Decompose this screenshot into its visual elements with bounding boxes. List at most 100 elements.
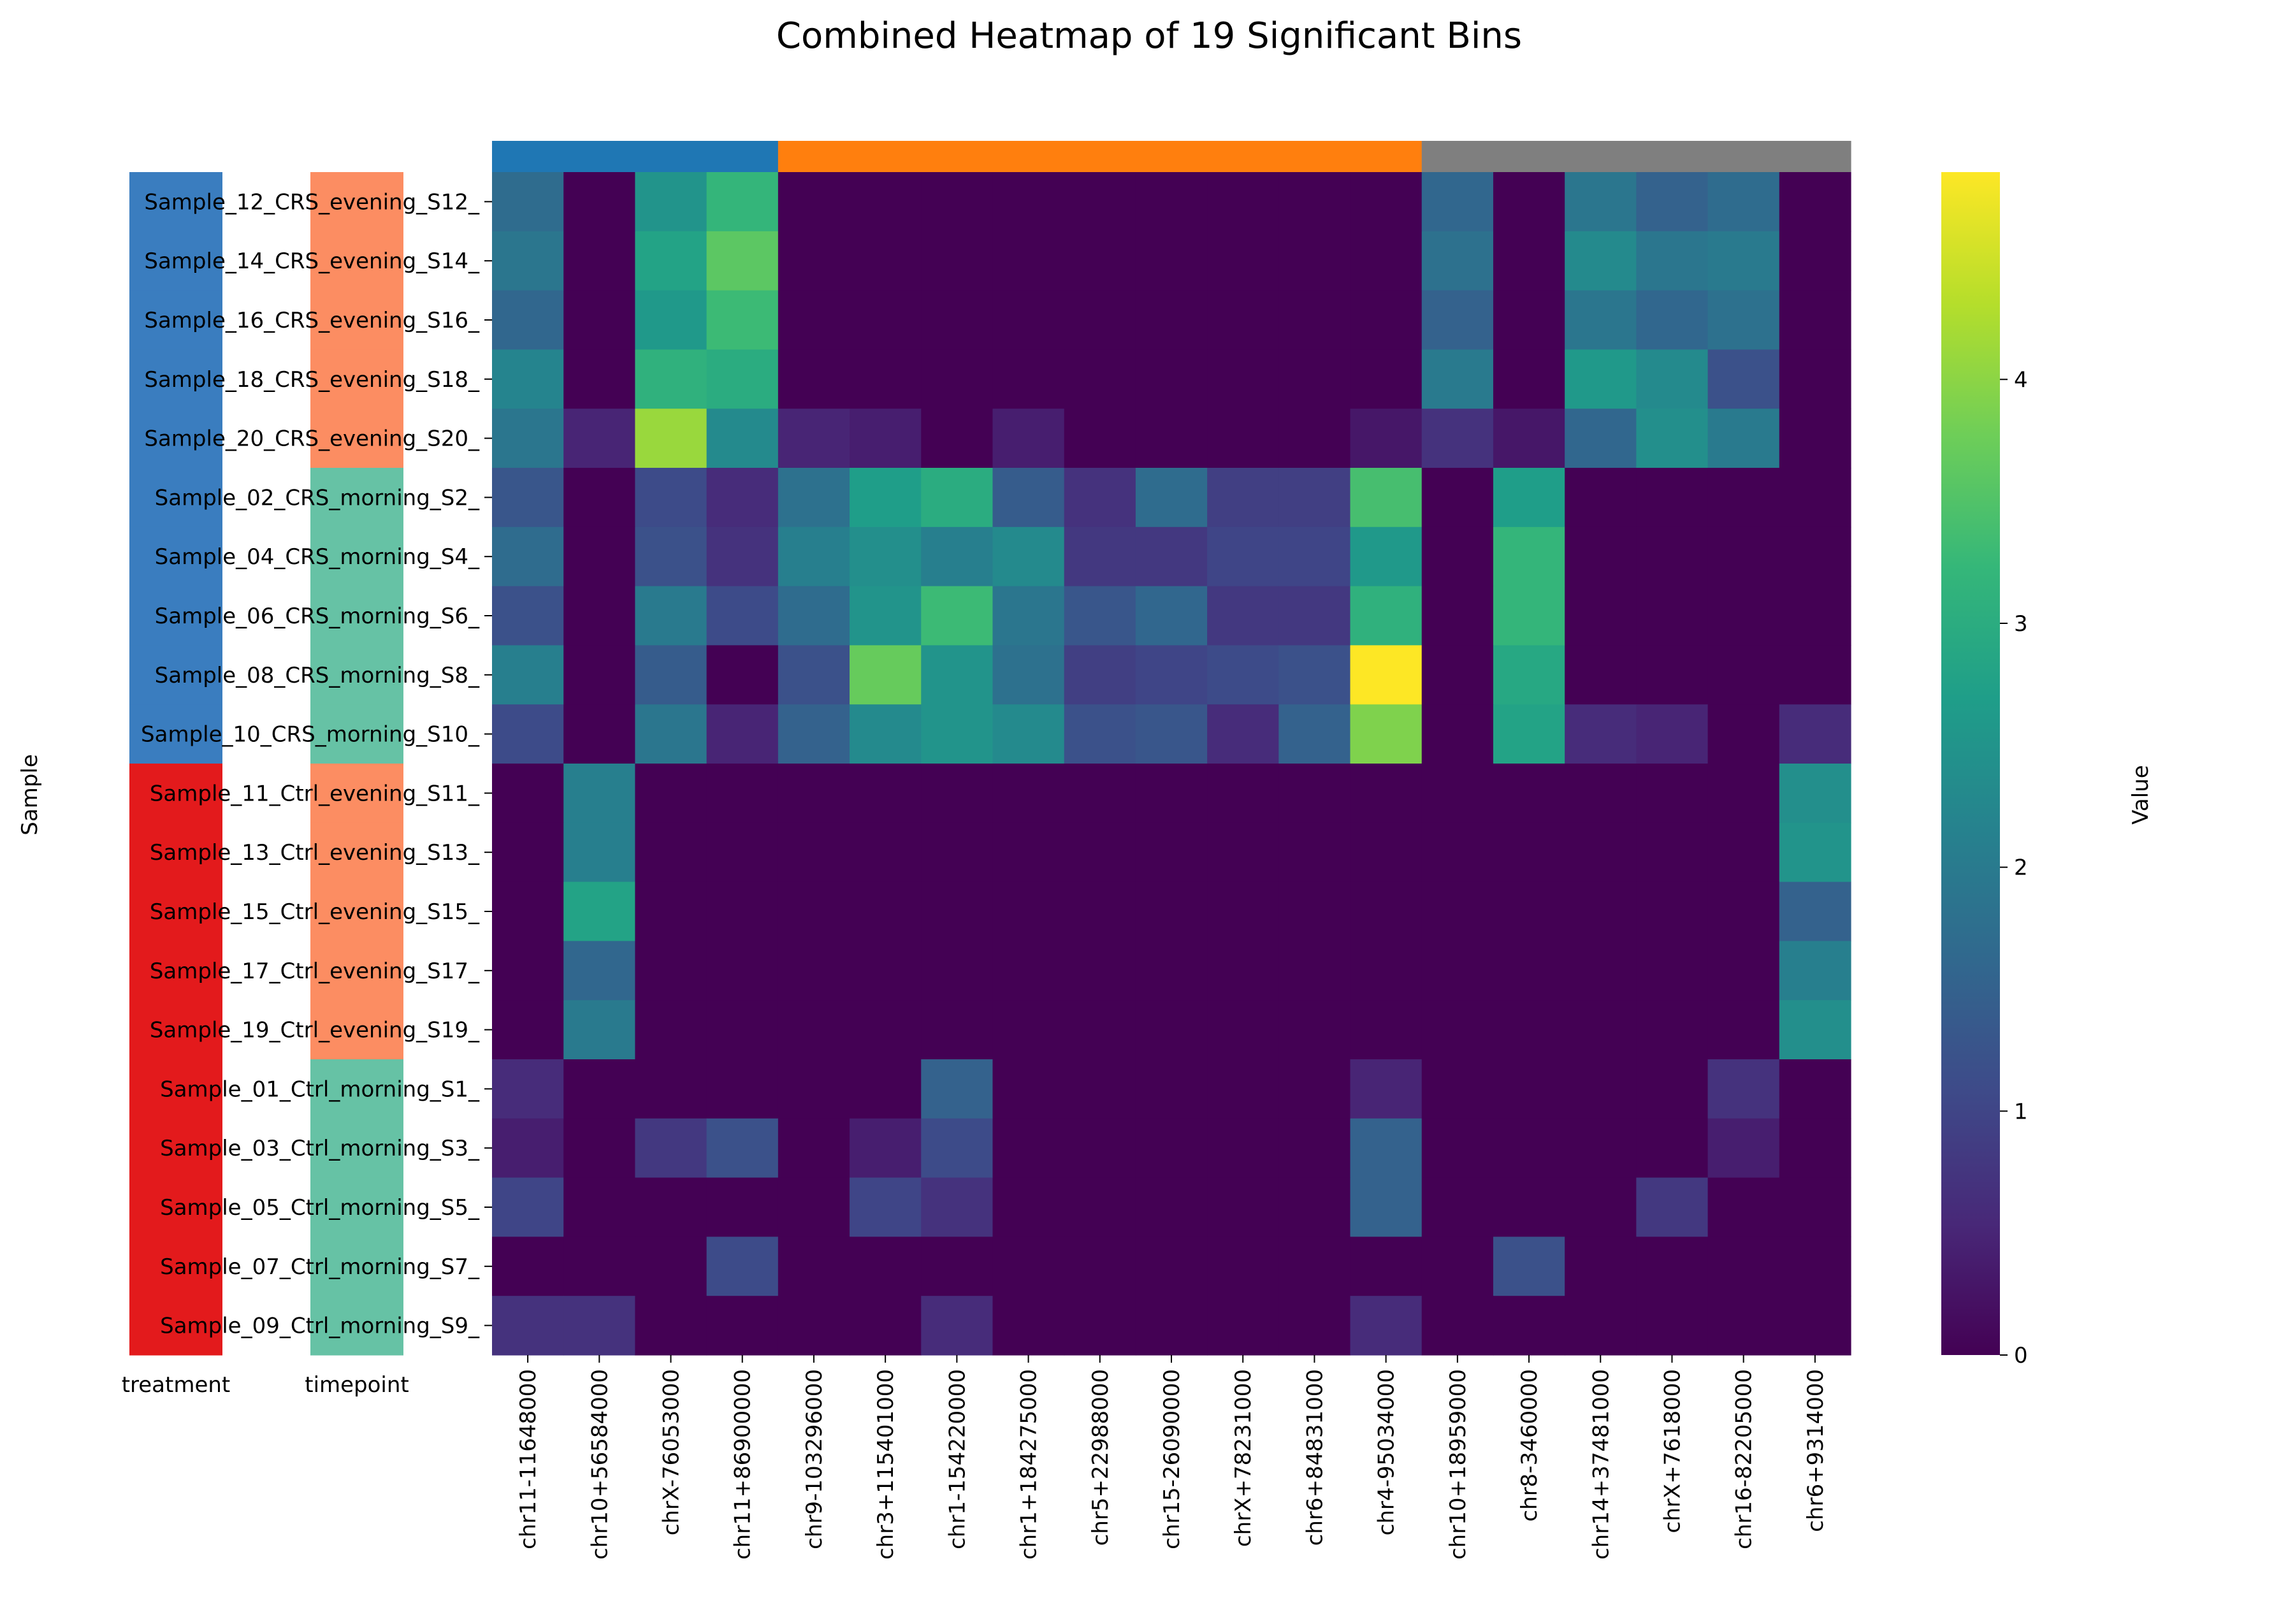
heatmap-cell xyxy=(635,231,707,291)
heatmap-cell xyxy=(1779,231,1851,291)
heatmap-cell xyxy=(492,468,564,528)
heatmap-cell xyxy=(1565,349,1637,409)
heatmap-cell xyxy=(1707,231,1780,291)
heatmap-cell xyxy=(492,349,564,409)
heatmap-cell xyxy=(1779,290,1851,350)
treatment-annotation-cell xyxy=(129,704,222,764)
heatmap-cell xyxy=(850,290,922,350)
heatmap-cell xyxy=(850,764,922,823)
heatmap-cell xyxy=(921,468,994,528)
colorbar-tick-label: 2 xyxy=(2014,855,2028,881)
heatmap-cell xyxy=(992,645,1065,705)
heatmap-cell xyxy=(778,881,850,941)
timepoint-annotation-cell xyxy=(310,409,403,468)
heatmap-cell xyxy=(1350,1059,1423,1119)
heatmap-cell xyxy=(1421,941,1494,1001)
heatmap-cell xyxy=(635,1236,707,1296)
heatmap-cell xyxy=(1350,1177,1423,1237)
heatmap-cell xyxy=(1278,290,1351,350)
heatmap-cell xyxy=(492,1236,564,1296)
heatmap-cell xyxy=(1493,764,1565,823)
heatmap-cell xyxy=(1278,586,1351,646)
heatmap-cell xyxy=(1779,409,1851,468)
heatmap-cell xyxy=(1278,1236,1351,1296)
heatmap-cell xyxy=(1350,172,1423,232)
treatment-annotation-cell xyxy=(129,1000,222,1060)
heatmap-cell xyxy=(563,409,636,468)
chart-title: Combined Heatmap of 19 Significant Bins xyxy=(776,15,1522,57)
heatmap-cell xyxy=(1493,231,1565,291)
heatmap-cell xyxy=(1207,1118,1279,1178)
heatmap-cell xyxy=(778,1059,850,1119)
timepoint-annotation-cell xyxy=(310,290,403,350)
heatmap-cell xyxy=(1350,290,1423,350)
column-label: chr11+86900000 xyxy=(730,1369,756,1560)
heatmap-cell xyxy=(778,1000,850,1060)
heatmap-cell xyxy=(1493,1118,1565,1178)
heatmap-cell xyxy=(992,1177,1065,1237)
heatmap-cell xyxy=(1636,349,1709,409)
heatmap-cell xyxy=(1421,645,1494,705)
column-group-segment xyxy=(778,141,1423,172)
heatmap-cell xyxy=(1779,468,1851,528)
heatmap-cell xyxy=(850,409,922,468)
timepoint-annotation-cell xyxy=(310,1236,403,1296)
heatmap-cell xyxy=(1636,290,1709,350)
heatmap-cell xyxy=(1636,1000,1709,1060)
treatment-annotation-cell xyxy=(129,409,222,468)
colorbar-tick-label: 3 xyxy=(2014,611,2028,637)
heatmap-cell xyxy=(706,1236,779,1296)
heatmap-cell xyxy=(1278,1177,1351,1237)
heatmap-cell xyxy=(1064,645,1136,705)
heatmap-cell xyxy=(706,586,779,646)
heatmap-cell xyxy=(778,1118,850,1178)
heatmap-cell xyxy=(1421,1236,1494,1296)
heatmap-cell xyxy=(1493,1000,1565,1060)
colorbar-label: Value xyxy=(2128,765,2154,824)
heatmap-cell xyxy=(1493,822,1565,883)
heatmap-cell xyxy=(635,1296,707,1356)
heatmap-cell xyxy=(778,822,850,883)
heatmap-cell xyxy=(992,526,1065,587)
heatmap-cell xyxy=(1064,172,1136,232)
heatmap-cell xyxy=(921,645,994,705)
heatmap-cell xyxy=(1207,822,1279,883)
row-label: Sample_09_Ctrl_morning_S9_ xyxy=(160,1314,480,1339)
heatmap-cell xyxy=(706,526,779,587)
heatmap-cell xyxy=(1421,409,1494,468)
heatmap-cell xyxy=(492,526,564,587)
heatmap-cell xyxy=(921,704,994,764)
row-label: Sample_07_Ctrl_morning_S7_ xyxy=(160,1254,480,1280)
heatmap-cell xyxy=(1779,1000,1851,1060)
heatmap-cell xyxy=(1278,1059,1351,1119)
column-group-segment xyxy=(1421,141,1851,172)
heatmap-cell xyxy=(1565,172,1637,232)
heatmap-cell xyxy=(1565,409,1637,468)
heatmap-cell xyxy=(778,704,850,764)
column-label: chr1+184275000 xyxy=(1017,1369,1042,1560)
row-label: Sample_01_Ctrl_morning_S1_ xyxy=(160,1077,480,1102)
heatmap-cell xyxy=(1064,290,1136,350)
heatmap-cell xyxy=(1779,1118,1851,1178)
row-label: Sample_16_CRS_evening_S16_ xyxy=(144,308,480,333)
heatmap-cell xyxy=(1636,1059,1709,1119)
column-label: chrX+7618000 xyxy=(1660,1369,1685,1533)
heatmap-cell xyxy=(1421,764,1494,823)
heatmap-cell xyxy=(1278,231,1351,291)
timepoint-annotation-label: timepoint xyxy=(305,1372,409,1398)
heatmap-cell xyxy=(635,822,707,883)
treatment-annotation-cell xyxy=(129,586,222,646)
heatmap-cell xyxy=(635,526,707,587)
heatmap-cell xyxy=(1493,586,1565,646)
treatment-annotation-cell xyxy=(129,526,222,587)
heatmap-cell xyxy=(1421,1000,1494,1060)
heatmap-cell xyxy=(1421,1177,1494,1237)
heatmap-cell xyxy=(492,881,564,941)
heatmap-cell xyxy=(1207,881,1279,941)
treatment-annotation-cell xyxy=(129,349,222,409)
heatmap-cell xyxy=(1135,468,1208,528)
heatmap-cell xyxy=(1565,1177,1637,1237)
column-label: chr10+56584000 xyxy=(587,1369,612,1560)
column-labels: chr11-11648000 chr10+56584000 chrX-7605300… xyxy=(516,1355,1828,1560)
heatmap-cell xyxy=(1350,645,1423,705)
